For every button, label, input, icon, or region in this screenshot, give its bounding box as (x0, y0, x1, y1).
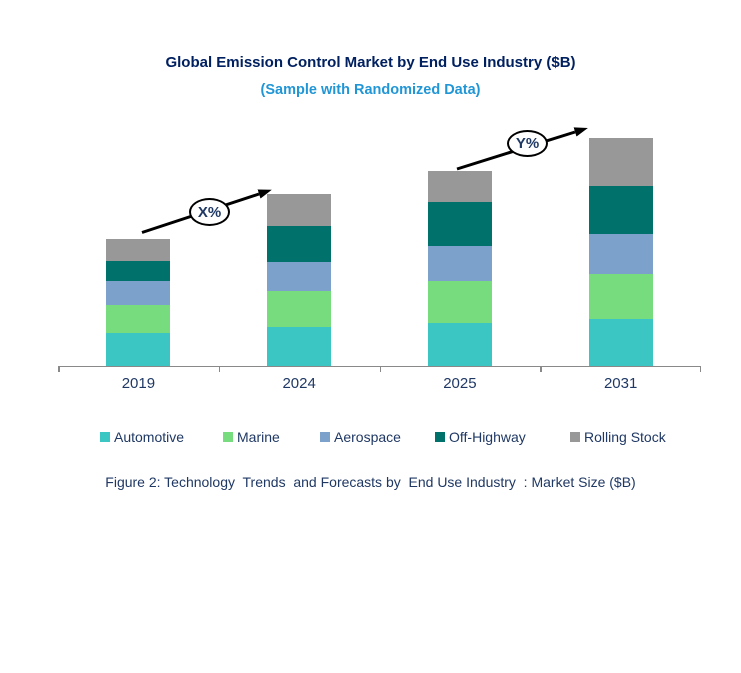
bar-segment-rolling-stock-2019 (106, 239, 171, 261)
growth-label-x: X% (197, 203, 222, 221)
bar-2024 (267, 194, 332, 366)
growth-badge-y: Y% (507, 130, 548, 157)
legend-item-rolling-stock: Rolling Stock (570, 429, 666, 445)
bar-segment-aerospace-2031 (588, 234, 653, 274)
x-axis-label-2031: 2031 (603, 375, 638, 392)
x-axis-tick (218, 366, 221, 372)
bar-segment-off-highway-2024 (267, 226, 332, 262)
legend-item-aerospace: Aerospace (320, 429, 401, 445)
x-axis-tick (379, 366, 381, 372)
legend-item-off-highway: Off-Highway (435, 429, 526, 445)
legend-swatch-icon (100, 432, 110, 442)
x-axis-label-2019: 2019 (121, 375, 156, 392)
bar-segment-off-highway-2025 (427, 202, 492, 246)
growth-badge-x: X% (189, 198, 230, 226)
bar-segment-marine-2024 (267, 291, 332, 327)
x-axis-label-2025: 2025 (443, 375, 477, 392)
legend-swatch-icon (435, 432, 445, 442)
x-axis-tick (58, 366, 60, 372)
bar-segment-off-highway-2019 (106, 261, 171, 281)
bar-segment-marine-2019 (106, 305, 171, 333)
bar-2031 (588, 138, 653, 366)
growth-label-y: Y% (515, 135, 540, 152)
bar-2019 (106, 239, 171, 366)
bar-segment-marine-2025 (427, 281, 492, 323)
bar-segment-rolling-stock-2024 (267, 194, 332, 226)
x-axis-labels: 2019 2024 2025 2031 (58, 375, 701, 393)
bar-segment-rolling-stock-2025 (427, 171, 492, 202)
chart-subtitle: (Sample with Randomized Data) (260, 82, 481, 98)
legend-label: Automotive (114, 429, 185, 445)
legend-item-automotive: Automotive (100, 429, 184, 445)
legend-swatch-icon (320, 432, 330, 442)
bar-segment-off-highway-2031 (588, 186, 653, 234)
legend-swatch-icon (570, 432, 580, 442)
legend: Automotive Marine Aerospace Off-Highway Roll… (0, 429, 741, 445)
legend-label: Marine (237, 429, 280, 445)
bar-2025 (427, 171, 492, 366)
bar-segment-aerospace-2019 (106, 281, 171, 305)
bar-segment-automotive-2024 (267, 327, 332, 366)
bar-segment-aerospace-2025 (427, 246, 492, 281)
legend-label: Rolling Stock (584, 429, 666, 445)
legend-item-marine: Marine (223, 429, 280, 445)
bar-segment-rolling-stock-2031 (588, 138, 653, 186)
bar-segment-automotive-2019 (106, 333, 171, 366)
bar-segment-aerospace-2024 (267, 262, 332, 291)
chart-title: Global Emission Control Market by End Us… (165, 54, 576, 71)
x-axis-tick (540, 366, 542, 372)
legend-label: Off-Highway (449, 429, 526, 445)
x-axis-label-2024: 2024 (282, 375, 316, 392)
bar-segment-automotive-2025 (427, 323, 492, 366)
figure-caption: Figure 2: Technology Trends and Forecast… (105, 474, 636, 490)
x-axis-tick (699, 366, 701, 372)
legend-label: Aerospace (334, 429, 401, 445)
bar-segment-marine-2031 (588, 274, 653, 319)
legend-swatch-icon (223, 432, 233, 442)
plot-area (58, 116, 701, 372)
bar-segment-automotive-2031 (588, 319, 653, 366)
